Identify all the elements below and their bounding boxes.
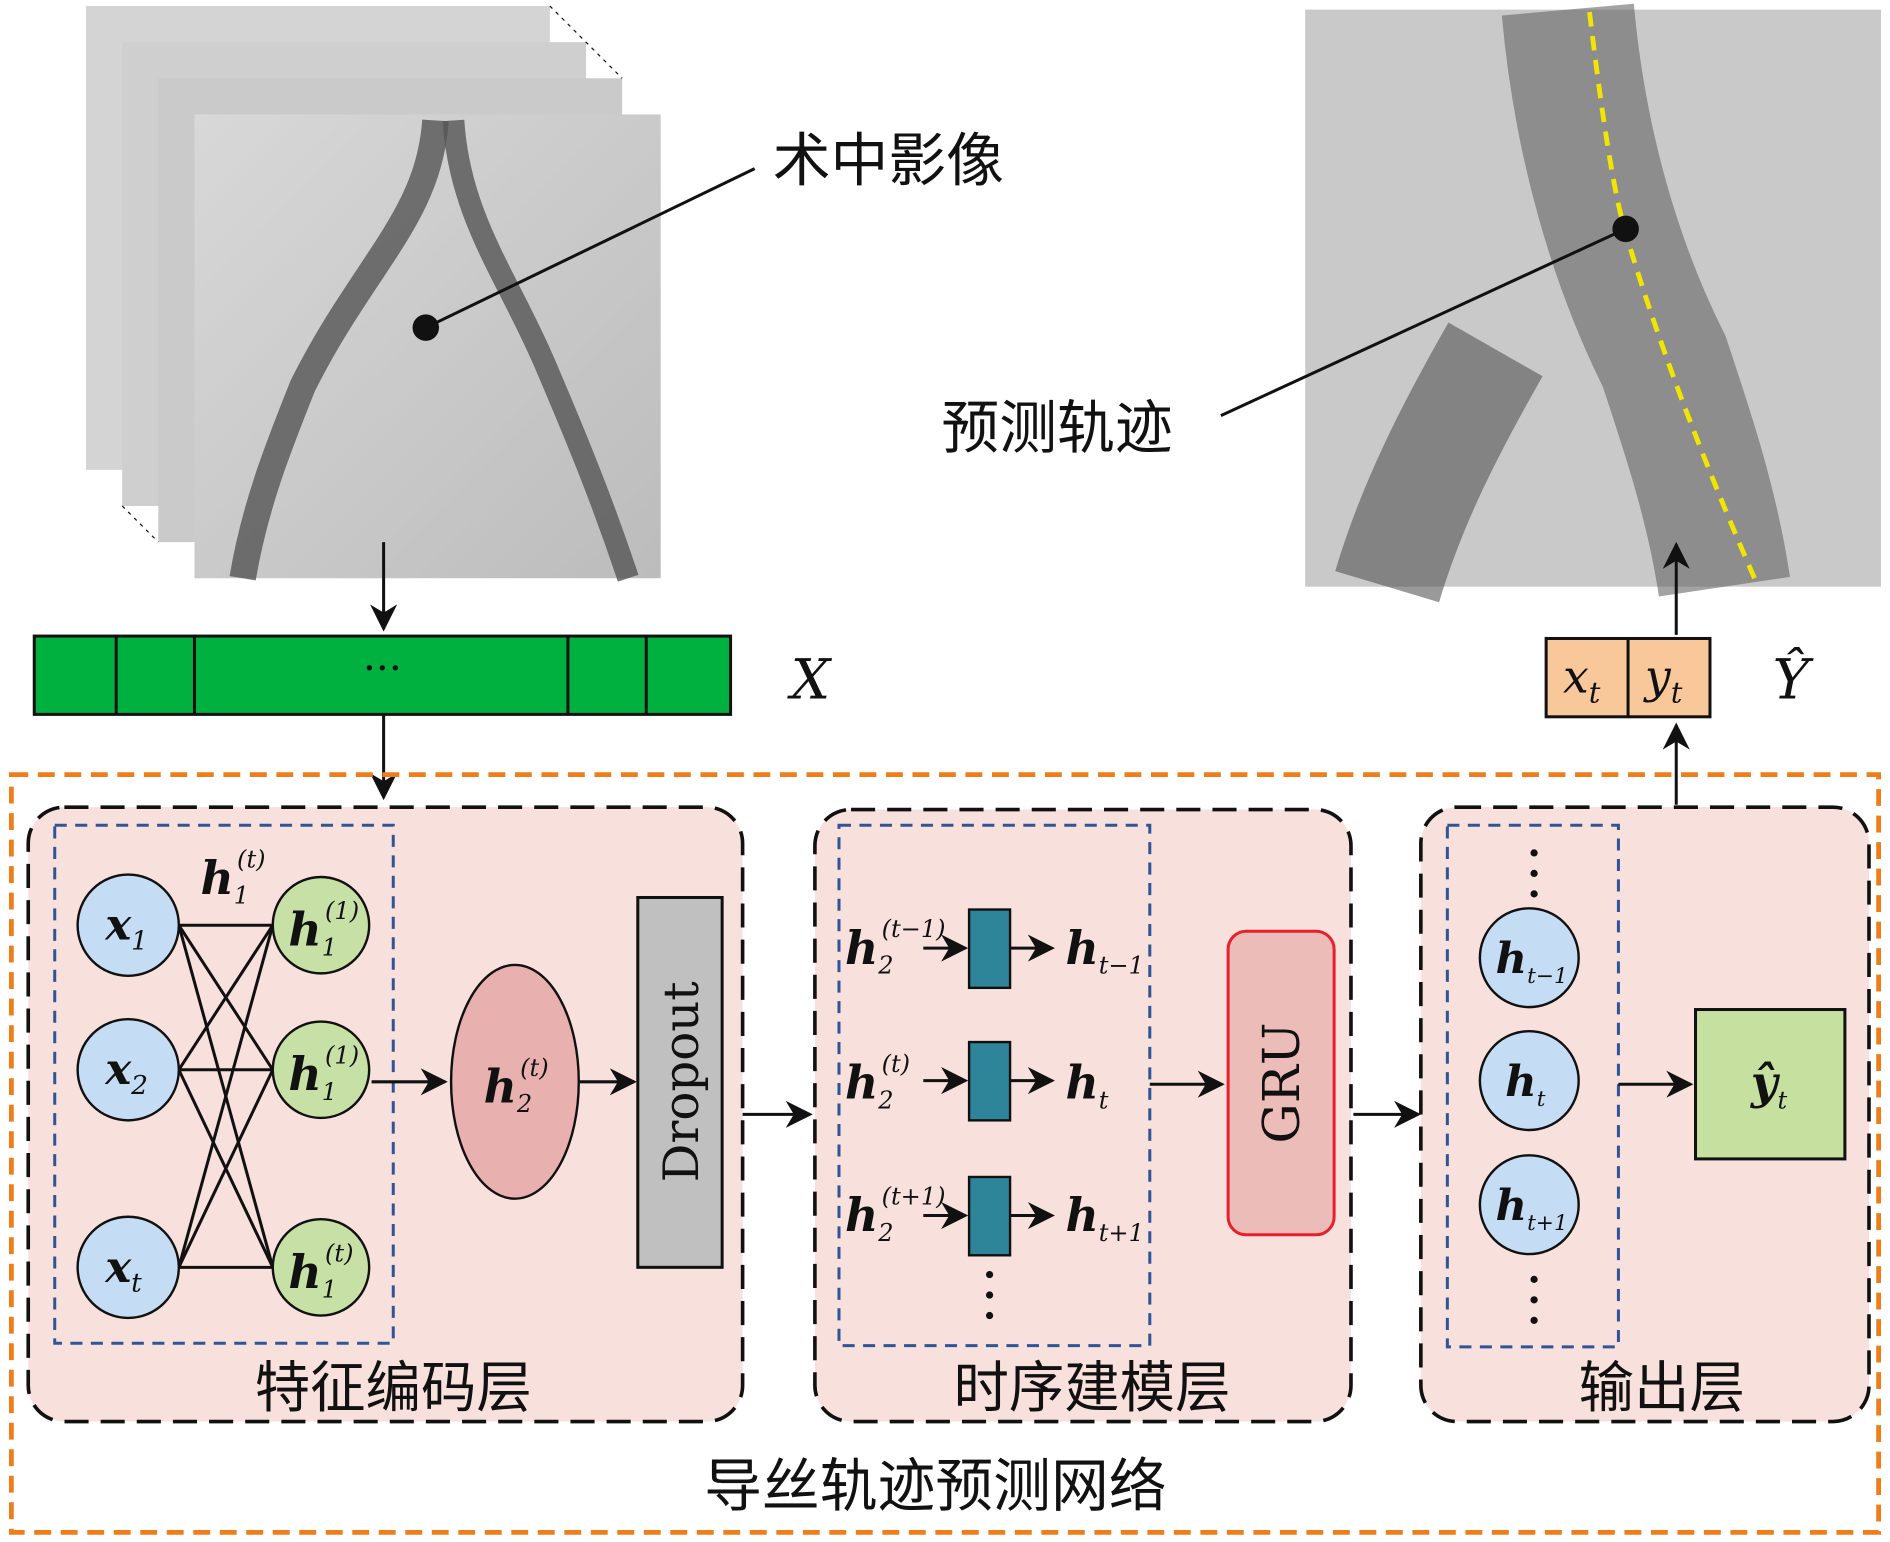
temporal-row: h2(t+1) ht+1: [845, 1175, 1144, 1257]
h2-ellipse: h2(t): [449, 963, 580, 1200]
marker-dot: [412, 314, 440, 341]
layer-title: 时序建模层: [953, 1357, 1230, 1421]
leader-line: [425, 167, 756, 330]
input-node: x2: [76, 1017, 181, 1122]
svg-text:ht: ht: [1065, 1056, 1108, 1115]
intraop-image-stack: [86, 5, 661, 582]
dropout-block: Dropout: [636, 895, 724, 1269]
svg-text:h1(t): h1(t): [288, 1239, 353, 1303]
svg-text:h2(t): h2(t): [845, 1050, 910, 1114]
temporal-modeling-layer: h2(t−1) ht−1 h2(t) ht h2(t+1) ht+1 GRU 时…: [813, 807, 1353, 1424]
svg-text:h1(1): h1(1): [288, 897, 359, 961]
hidden-node: h1(1): [271, 1020, 371, 1120]
prediction-box: ŷt: [1694, 1008, 1847, 1161]
svg-text:h1(1): h1(1): [288, 1042, 359, 1106]
temporal-row: h2(t) ht: [845, 1040, 1109, 1122]
hidden-node: h1(t): [271, 1217, 371, 1317]
network-frame: [8, 772, 1882, 1535]
svg-text:Dropout: Dropout: [654, 981, 710, 1182]
output-layer: ht−1 ht ht+1 ŷt 输出层: [1419, 805, 1871, 1424]
input-node: x1: [76, 873, 181, 978]
hidden-layer-label: h1(t): [201, 845, 266, 909]
input-symbol: X: [787, 649, 833, 713]
vertical-ellipsis: [985, 1270, 994, 1320]
network-title: 导丝轨迹预测网络: [704, 1452, 1167, 1520]
layer-title: 特征编码层: [255, 1357, 532, 1421]
leader-line: [1220, 227, 1627, 417]
svg-text:ht+1: ht+1: [1065, 1188, 1143, 1247]
svg-text:GRU: GRU: [1252, 1022, 1311, 1143]
svg-text:ht+1: ht+1: [1496, 1180, 1568, 1236]
output-symbol: Ŷ: [1773, 646, 1814, 713]
temporal-row: h2(t−1) ht−1: [845, 908, 1144, 990]
input-node: xt: [76, 1215, 181, 1320]
svg-text:ht: ht: [1505, 1056, 1546, 1112]
svg-text:ŷt: ŷt: [1750, 1056, 1788, 1115]
feature-encoding-layer: x1 x2 xt h1(1) h1(1) h1(t) h1(t) h2(t) D…: [26, 805, 745, 1424]
predicted-trajectory-label: 预测轨迹: [941, 394, 1172, 462]
svg-text:h2(t−1): h2(t−1): [845, 915, 946, 979]
svg-text:xt: xt: [104, 1242, 142, 1299]
svg-text:xt: xt: [1563, 651, 1601, 710]
svg-text:h2(t): h2(t): [484, 1054, 549, 1118]
gru-block: GRU: [1226, 929, 1336, 1237]
hidden-node: h1(1): [271, 875, 371, 975]
output-node: ht: [1478, 1030, 1580, 1132]
output-node: ht+1: [1478, 1154, 1580, 1256]
output-coordinates: xt yt: [1544, 636, 1712, 719]
layer-title: 输出层: [1579, 1357, 1745, 1421]
marker-dot: [1612, 215, 1639, 243]
input-feature-bar: [32, 634, 733, 716]
input-ellipsis: ···: [363, 644, 402, 692]
svg-text:yt: yt: [1643, 651, 1683, 710]
svg-text:x2: x2: [104, 1044, 148, 1101]
svg-text:ht−1: ht−1: [1496, 933, 1568, 989]
trajectory-image: [1305, 3, 1882, 603]
trajectory-curve: [1587, 11, 1761, 588]
svg-text:h2(t+1): h2(t+1): [845, 1183, 946, 1247]
output-node: ht−1: [1478, 907, 1580, 1009]
svg-text:x1: x1: [104, 900, 148, 957]
intraop-image-label: 术中影像: [773, 127, 1004, 195]
vertical-ellipsis: [1530, 849, 1538, 1324]
svg-text:ht−1: ht−1: [1065, 921, 1143, 980]
